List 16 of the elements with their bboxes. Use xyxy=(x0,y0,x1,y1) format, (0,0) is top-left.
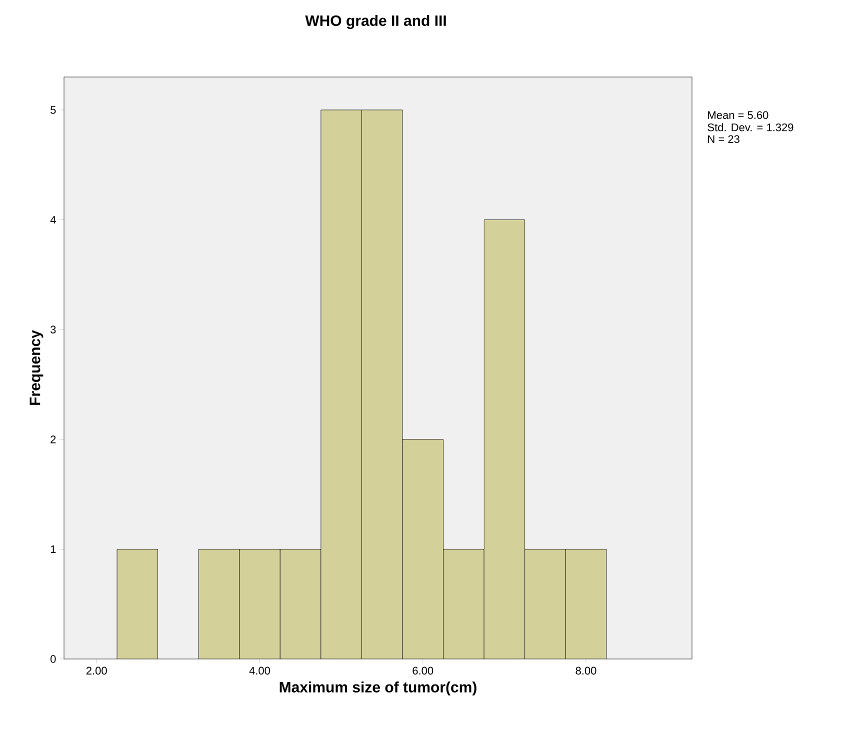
x-tick-label: 8.00 xyxy=(576,666,596,675)
y-axis-title: Frequency xyxy=(30,330,44,405)
y-tick-label: 2 xyxy=(50,436,56,444)
x-tick-label: 6.00 xyxy=(412,666,434,675)
y-tick-label: 0 xyxy=(50,655,56,663)
y-tick-label: 5 xyxy=(50,106,56,114)
text: Mean = 5.60 xyxy=(708,111,768,119)
y-tick-label: 3 xyxy=(50,326,56,334)
x-tick-label: 2.00 xyxy=(86,666,107,675)
text: N = 23 xyxy=(708,135,740,143)
x-tick-label: 4.00 xyxy=(249,666,270,675)
x-axis-title: Maximum size of tumor(cm) xyxy=(280,681,476,696)
chart-title: WHO grade II and III xyxy=(305,14,446,30)
y-tick-label: 1 xyxy=(50,545,56,553)
y-tick-label: 4 xyxy=(50,216,56,224)
text: Std. Dev. = 1.329 xyxy=(708,123,794,132)
